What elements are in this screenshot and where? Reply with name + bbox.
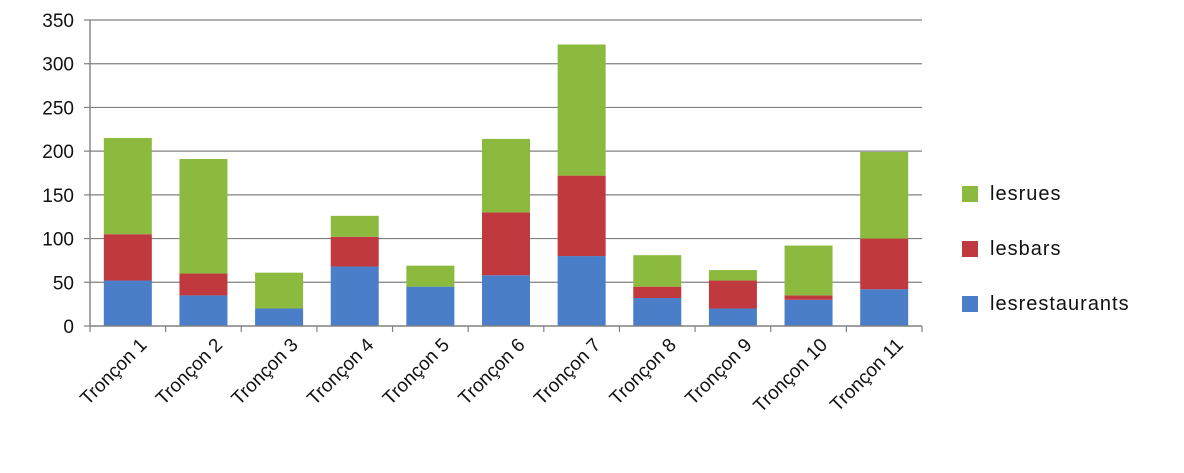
bar-segment-lesrues — [255, 272, 304, 309]
x-category-label: Tronçon 6 — [455, 335, 530, 410]
x-category-label: Tronçon 2 — [152, 335, 227, 410]
bar-segment-lesrues — [633, 255, 682, 287]
bar-segment-lesbars — [633, 286, 682, 299]
y-tick-label: 300 — [42, 55, 74, 76]
bar-segment-lesrues — [784, 245, 833, 296]
axes — [89, 20, 923, 332]
x-category-label: Tronçon 1 — [77, 335, 152, 410]
bar-segment-lesbars — [482, 212, 530, 276]
legend-swatch-lesrestaurants — [962, 296, 978, 312]
legend-label-lesrues: lesrues — [990, 183, 1061, 205]
bar-segment-lesrestaurants — [784, 299, 833, 326]
bar-segment-lesrues — [103, 138, 152, 235]
bar-segment-lesrues — [406, 265, 455, 287]
legend-label-lesrestaurants: lesrestaurants — [990, 293, 1130, 315]
x-category-label: Tronçon 10 — [750, 335, 832, 417]
bar-segment-lesrestaurants — [860, 289, 909, 326]
x-category-label: Tronçon 9 — [682, 335, 757, 410]
bar-segment-lesrues — [557, 44, 606, 176]
bar-segment-lesrestaurants — [708, 308, 757, 326]
legend-swatch-lesbars — [962, 241, 978, 257]
x-category-label: Tronçon 4 — [303, 334, 378, 409]
bar-segment-lesbars — [708, 280, 757, 309]
bar-segment-lesrues — [179, 159, 228, 274]
y-tick-label: 50 — [53, 273, 74, 294]
x-category-label: Tronçon 7 — [530, 335, 605, 410]
y-tick-label: 250 — [42, 98, 74, 119]
legend-swatch-lesrues — [962, 186, 978, 202]
x-category-label: Tronçon 3 — [228, 335, 303, 410]
bar-segment-lesbars — [784, 295, 833, 300]
y-tick-label: 350 — [42, 11, 74, 32]
y-tick-label: 200 — [42, 142, 74, 163]
bar-segment-lesrues — [330, 215, 379, 237]
x-axis-labels: Tronçon 1 Tronçon 2 Tronçon 3 Tronçon 4 Tron… — [77, 334, 908, 417]
x-category-label: Tronçon 8 — [606, 335, 681, 410]
bar-segment-lesrestaurants — [557, 256, 606, 326]
bar-segment-lesrues — [482, 138, 530, 213]
bar-segment-lesrues — [708, 270, 757, 281]
bars — [103, 44, 909, 326]
bar-segment-lesrestaurants — [103, 280, 152, 326]
bar-segment-lesrestaurants — [406, 286, 455, 326]
y-tick-label: 150 — [42, 186, 74, 207]
bar-segment-lesrestaurants — [330, 266, 379, 326]
bar-segment-lesrestaurants — [482, 275, 530, 326]
bar-segment-lesbars — [557, 175, 606, 257]
bar-segment-lesbars — [860, 238, 909, 290]
bar-segment-lesrestaurants — [255, 308, 304, 326]
x-category-label: Tronçon 11 — [826, 335, 907, 416]
bar-segment-lesbars — [103, 234, 152, 281]
bar-segment-lesrues — [860, 152, 909, 239]
bar-segment-lesrestaurants — [179, 295, 228, 326]
y-axis-ticks: 0 50 100 150 200 250 300 350 — [42, 11, 90, 338]
bar-segment-lesbars — [330, 236, 379, 267]
y-tick-label: 100 — [42, 230, 74, 251]
legend: lesrues lesbars lesrestaurants — [962, 183, 1130, 315]
bar-segment-lesbars — [179, 273, 228, 296]
y-tick-label: 0 — [63, 317, 74, 338]
legend-label-lesbars: lesbars — [990, 238, 1061, 260]
bar-segment-lesrestaurants — [633, 298, 682, 326]
x-category-label: Tronçon 5 — [379, 335, 454, 410]
